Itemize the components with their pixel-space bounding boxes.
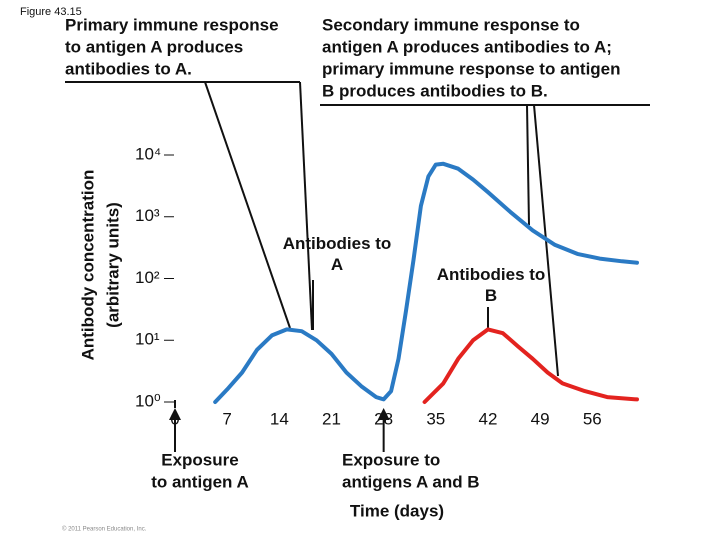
- y-tick-label: 10¹: [135, 330, 160, 349]
- callout-line: [526, 104, 530, 226]
- annotation: antibodies to A.: [65, 59, 192, 78]
- annotation: antigen A produces antibodies to A;: [322, 37, 612, 56]
- series-label: Antibodies to B: [436, 265, 546, 305]
- y-axis-label: (arbitrary units): [103, 202, 122, 328]
- figure-label: Figure 43.15: [20, 6, 82, 18]
- y-tick-label: 10⁰: [135, 391, 161, 410]
- series-label: Antibodies to A: [282, 234, 392, 274]
- x-tick-label: 42: [479, 409, 498, 428]
- callout-line: [299, 81, 313, 331]
- series-line: [213, 161, 639, 404]
- y-axis-label: Antibody concentration: [78, 170, 97, 361]
- annotation: Exposure to: [342, 450, 440, 469]
- x-tick-label: 7: [222, 409, 231, 428]
- annotation: Exposure: [161, 450, 238, 469]
- annotation: primary immune response to antigen: [322, 59, 621, 78]
- x-tick-label: 49: [531, 409, 550, 428]
- series-line: [422, 327, 639, 404]
- y-tick-label: 10³: [135, 206, 160, 225]
- copyright: © 2011 Pearson Education, Inc.: [62, 526, 147, 533]
- annotation: Secondary immune response to: [322, 15, 580, 34]
- annotation: B produces antibodies to B.: [322, 81, 548, 100]
- annotation: antigens A and B: [342, 472, 480, 491]
- y-tick-label: 10⁴: [135, 144, 161, 163]
- x-tick-label: 21: [322, 409, 341, 428]
- y-tick-label: 10²: [135, 268, 160, 287]
- annotation: to antigen A produces: [65, 37, 243, 56]
- x-axis-label: Time (days): [350, 501, 444, 520]
- annotation: to antigen A: [151, 472, 249, 491]
- annotation: Primary immune response: [65, 15, 279, 34]
- x-tick-label: 14: [270, 409, 289, 428]
- x-tick-label: 35: [426, 409, 445, 428]
- callout-line: [204, 81, 291, 329]
- x-tick-label: 56: [583, 409, 602, 428]
